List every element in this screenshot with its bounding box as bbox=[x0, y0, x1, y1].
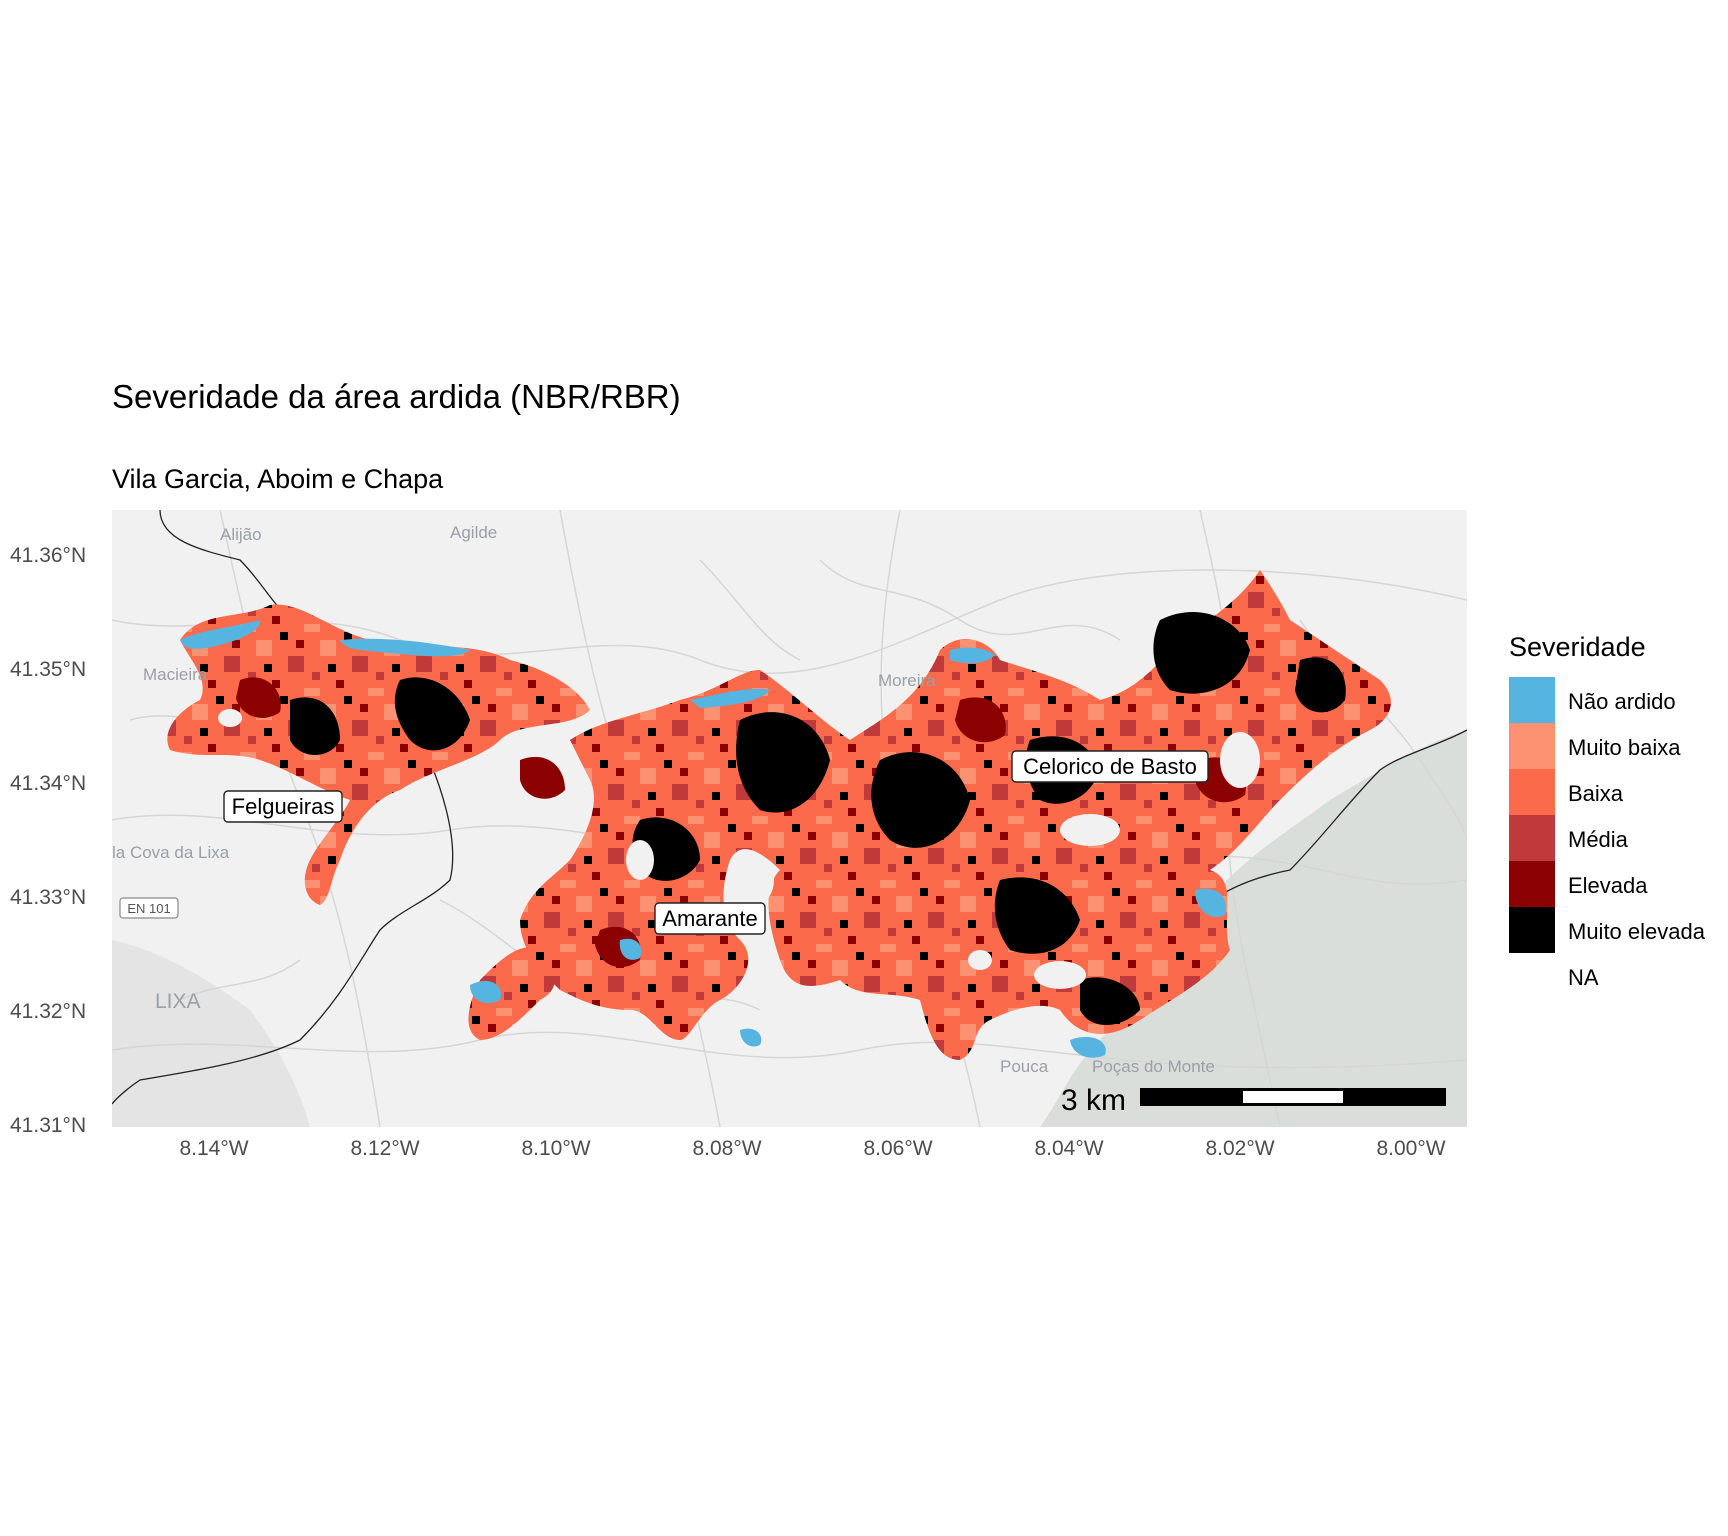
basemap-labels: Alijão Agilde Macieira Moreira la Cova d… bbox=[112, 523, 1215, 1076]
basemap-label: la Cova da Lixa bbox=[112, 843, 230, 862]
map-title: Severidade da área ardida (NBR/RBR) bbox=[112, 378, 681, 415]
road-shield: EN 101 bbox=[119, 897, 179, 919]
legend-label: Média bbox=[1568, 827, 1628, 852]
basemap-label: Macieira bbox=[143, 665, 208, 684]
y-tick-label: 41.34°N bbox=[10, 772, 87, 795]
svg-text:Celorico de Basto: Celorico de Basto bbox=[1023, 754, 1197, 779]
svg-text:Amarante: Amarante bbox=[662, 906, 757, 931]
legend-swatch bbox=[1509, 815, 1555, 861]
map-subtitle: Vila Garcia, Aboim e Chapa (Celorico de … bbox=[112, 430, 481, 595]
legend-swatch bbox=[1509, 861, 1555, 907]
x-tick-label: 8.02°W bbox=[1205, 1137, 1275, 1160]
basemap-label: Poças do Monte bbox=[1092, 1057, 1215, 1076]
legend-item: Muito elevada bbox=[1509, 907, 1719, 953]
legend-label: Baixa bbox=[1568, 781, 1624, 806]
legend-item: Muito baixa bbox=[1509, 723, 1719, 769]
y-tick-label: 41.32°N bbox=[10, 1000, 87, 1023]
legend-label: Não ardido bbox=[1568, 689, 1676, 714]
legend-item: Média bbox=[1509, 815, 1719, 861]
burned-area bbox=[167, 570, 1391, 1060]
legend-label: Muito elevada bbox=[1568, 919, 1705, 944]
basemap-label: LIXA bbox=[155, 990, 201, 1013]
basemap-label: Pouca bbox=[1000, 1057, 1049, 1076]
basemap-background bbox=[112, 510, 1467, 1127]
legend-swatch bbox=[1509, 677, 1555, 723]
x-tick-label: 8.14°W bbox=[179, 1137, 249, 1160]
x-tick-label: 8.10°W bbox=[521, 1137, 591, 1160]
legend-label: NA bbox=[1568, 965, 1599, 990]
municipal-boundary bbox=[112, 510, 454, 1105]
unburned-gaps bbox=[218, 709, 1260, 989]
scale-bar: 3 km bbox=[1061, 1084, 1446, 1117]
x-tick-label: 8.00°W bbox=[1376, 1137, 1446, 1160]
legend-swatch bbox=[1509, 953, 1555, 999]
y-tick-label: 41.35°N bbox=[10, 658, 87, 681]
urban-area bbox=[112, 940, 310, 1127]
y-tick-label: 41.36°N bbox=[10, 544, 87, 567]
y-tick-label: 41.31°N bbox=[10, 1114, 87, 1137]
legend-swatch bbox=[1509, 769, 1555, 815]
y-tick-label: 41.33°N bbox=[10, 886, 87, 909]
legend-item: NA bbox=[1509, 953, 1719, 999]
legend-item: Elevada bbox=[1509, 861, 1719, 907]
legend-item: Baixa bbox=[1509, 769, 1719, 815]
municipal-boundary bbox=[1189, 729, 1467, 931]
place-label-felgueiras: Felgueiras bbox=[223, 790, 343, 823]
high-severity-patches bbox=[290, 611, 1346, 1025]
legend-swatch bbox=[1509, 907, 1555, 953]
x-tick-label: 8.12°W bbox=[350, 1137, 420, 1160]
legend-item: Não ardido bbox=[1509, 677, 1719, 723]
legend-title: Severidade bbox=[1509, 632, 1646, 662]
river-valley bbox=[1040, 730, 1467, 1127]
legend-swatch bbox=[1509, 723, 1555, 769]
place-label-celorico-de-basto: Celorico de Basto bbox=[1011, 750, 1209, 783]
unburned-patches bbox=[180, 620, 1226, 1058]
legend-label: Elevada bbox=[1568, 873, 1648, 898]
svg-text:EN 101: EN 101 bbox=[127, 901, 170, 916]
svg-text:Felgueiras: Felgueiras bbox=[232, 794, 335, 819]
x-tick-label: 8.06°W bbox=[863, 1137, 933, 1160]
legend-label: Muito baixa bbox=[1568, 735, 1681, 760]
road-network bbox=[112, 510, 1467, 1127]
elevated-severity-patches bbox=[236, 677, 1246, 968]
basemap-label: Moreira bbox=[878, 671, 936, 690]
x-tick-label: 8.04°W bbox=[1034, 1137, 1104, 1160]
x-tick-label: 8.08°W bbox=[692, 1137, 762, 1160]
subtitle-line-2: (Celorico de Basto / Amarante) bbox=[112, 530, 482, 560]
subtitle-line-1: Vila Garcia, Aboim e Chapa bbox=[112, 464, 444, 494]
place-label-amarante: Amarante bbox=[654, 902, 766, 935]
scale-bar-label: 3 km bbox=[1061, 1084, 1126, 1117]
